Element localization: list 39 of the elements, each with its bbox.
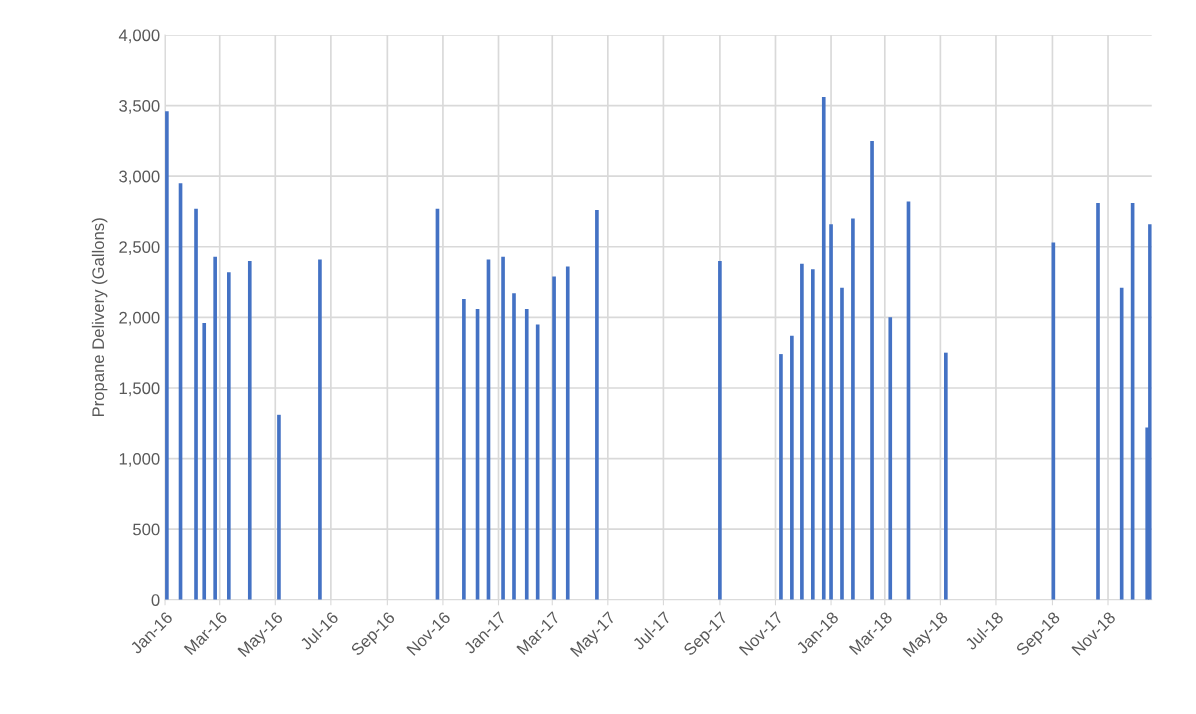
bar — [851, 218, 855, 600]
y-tick-label: 2,500 — [119, 241, 160, 255]
y-tick-label: 3,000 — [119, 170, 160, 185]
bar — [790, 335, 794, 600]
bar — [840, 287, 844, 600]
bar — [1119, 287, 1124, 600]
bar — [1096, 203, 1100, 600]
bar — [462, 299, 466, 600]
bar — [277, 414, 281, 600]
y-tick-label: 2,000 — [119, 311, 160, 326]
bar — [524, 308, 529, 600]
y-tick-label: 1,500 — [119, 382, 160, 397]
y-tick-label: 1,000 — [119, 452, 160, 467]
bar — [821, 97, 826, 600]
bar — [247, 260, 252, 600]
bar — [595, 210, 599, 600]
y-tick-label: 4,000 — [118, 29, 160, 44]
bar — [213, 256, 217, 600]
bar — [194, 208, 198, 600]
bar — [718, 260, 722, 600]
bar — [318, 259, 322, 600]
bar — [501, 256, 505, 600]
bar — [552, 276, 556, 600]
bar — [565, 266, 570, 600]
y-axis-title: Propane Delivery (Gallons) — [91, 218, 108, 417]
bar — [829, 224, 833, 600]
bar — [535, 324, 540, 600]
bar — [202, 323, 207, 600]
bar — [227, 272, 231, 600]
y-tick-label: 500 — [133, 523, 160, 536]
bar — [811, 269, 815, 600]
bar — [888, 317, 893, 600]
bar — [779, 354, 783, 600]
y-tick-label: 3,500 — [119, 99, 160, 114]
bar — [944, 352, 948, 600]
bar — [870, 140, 874, 600]
y-tick-label: 0 — [151, 594, 160, 606]
bar — [512, 293, 516, 600]
bar — [800, 263, 804, 600]
